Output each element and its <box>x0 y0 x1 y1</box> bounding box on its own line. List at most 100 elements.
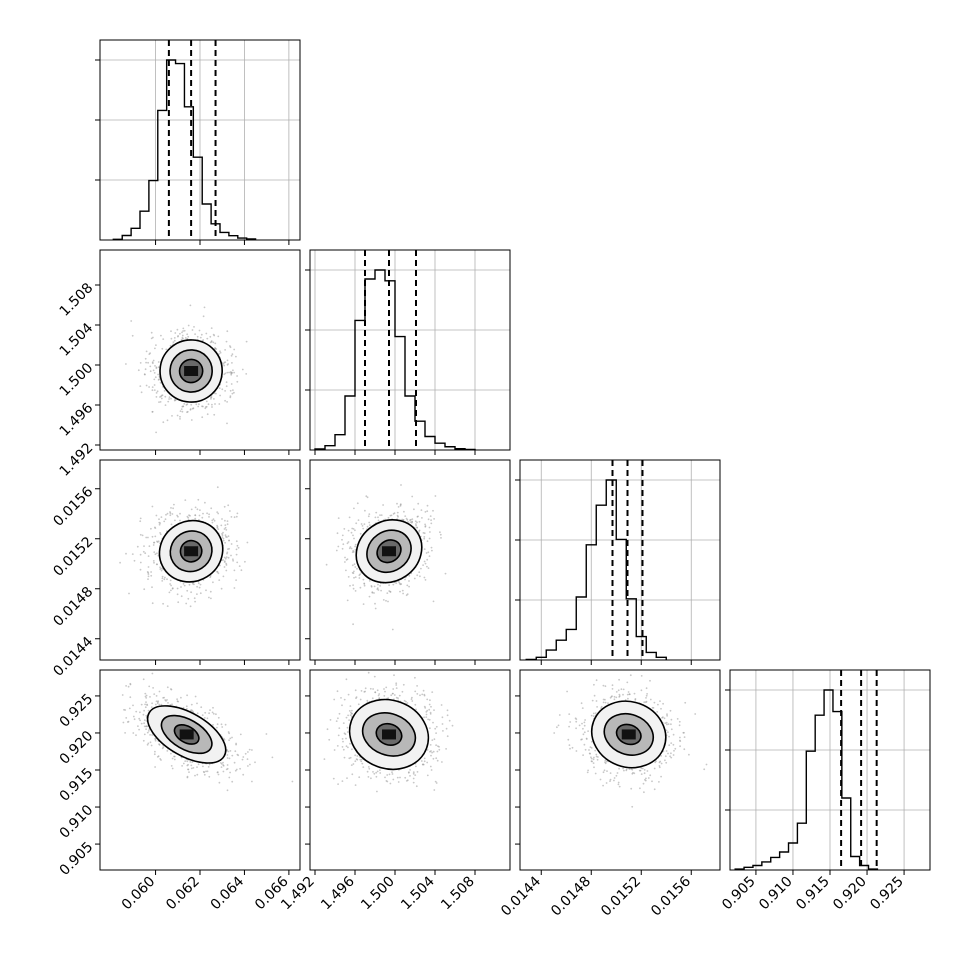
density-panel-3-2 <box>305 459 511 665</box>
sample-point <box>189 304 192 307</box>
sample-point <box>170 337 173 340</box>
sample-point <box>155 344 157 346</box>
sample-point <box>140 703 143 706</box>
sample-point <box>350 531 353 534</box>
sample-point <box>341 704 343 707</box>
sample-point <box>414 703 417 706</box>
sample-point <box>224 390 227 392</box>
sample-point <box>203 306 206 309</box>
sample-point <box>377 519 380 522</box>
sample-point <box>177 335 180 337</box>
sample-point <box>385 780 388 782</box>
sample-point <box>190 403 193 406</box>
sample-point <box>242 773 245 776</box>
sample-point <box>226 359 229 362</box>
sample-point <box>221 536 224 538</box>
sample-point <box>340 697 342 699</box>
sample-point <box>159 533 162 536</box>
sample-point <box>343 732 346 735</box>
sample-point <box>224 557 227 560</box>
density-panel-4-2 <box>305 669 511 875</box>
sample-point <box>125 717 128 719</box>
sample-point <box>430 754 432 757</box>
sample-point <box>429 750 431 753</box>
sample-point <box>171 587 174 590</box>
sample-point <box>426 565 428 568</box>
sample-point <box>213 398 215 400</box>
sample-point <box>651 780 653 783</box>
sample-point <box>358 574 361 577</box>
sample-point <box>235 553 238 556</box>
sample-point <box>155 367 158 370</box>
sample-point <box>571 746 574 749</box>
sample-point <box>418 520 421 523</box>
sample-point <box>212 518 215 521</box>
sample-point <box>416 693 419 695</box>
sample-point <box>158 523 161 526</box>
sample-point <box>370 585 373 588</box>
sample-point <box>202 765 204 768</box>
sample-point <box>341 780 344 782</box>
sample-point <box>169 583 172 585</box>
sample-point <box>424 525 427 528</box>
sample-point <box>182 762 185 765</box>
sample-point <box>190 419 193 421</box>
sample-point <box>165 348 168 351</box>
sample-point <box>133 718 136 721</box>
sample-point <box>225 535 227 538</box>
sample-point <box>336 690 339 693</box>
sample-point <box>341 534 344 537</box>
sample-point <box>683 736 686 738</box>
sample-point <box>337 517 340 519</box>
sample-point <box>343 528 346 530</box>
sample-point <box>227 731 230 733</box>
sample-point <box>358 577 361 579</box>
sample-point <box>179 512 181 515</box>
sample-point <box>377 516 379 519</box>
sample-point <box>431 549 433 552</box>
sample-point <box>423 693 426 696</box>
sample-point <box>142 739 145 742</box>
sample-point <box>209 590 212 593</box>
sample-point <box>216 726 218 729</box>
sample-point <box>375 511 378 514</box>
sample-point <box>445 727 448 730</box>
sample-point <box>426 698 429 701</box>
sample-point <box>137 725 139 727</box>
sample-point <box>373 772 376 775</box>
sample-point <box>151 411 154 413</box>
sample-point <box>217 716 220 719</box>
sample-point <box>429 765 432 768</box>
sample-point <box>226 371 229 374</box>
sample-point <box>155 396 158 398</box>
sample-point <box>208 775 211 778</box>
sample-point <box>368 521 371 524</box>
sample-point <box>218 781 221 784</box>
sample-point <box>160 397 163 400</box>
sample-point <box>430 546 433 549</box>
sample-point <box>416 526 418 529</box>
sample-point <box>265 733 268 735</box>
sample-point <box>374 691 377 694</box>
sample-point <box>367 515 370 518</box>
sample-point <box>356 755 359 757</box>
sample-point <box>203 717 206 719</box>
sample-point <box>152 687 155 689</box>
sample-point <box>136 545 139 548</box>
sample-point <box>341 746 344 748</box>
sample-point <box>207 403 210 406</box>
sample-point <box>155 392 158 394</box>
sample-point <box>667 731 669 734</box>
sample-point <box>161 580 164 582</box>
sample-point <box>583 731 586 734</box>
sample-point <box>154 535 157 538</box>
sample-point <box>158 703 161 706</box>
sample-point <box>229 750 232 752</box>
sample-point <box>151 672 154 675</box>
sample-point <box>659 700 661 702</box>
sample-point <box>582 733 585 736</box>
sample-point <box>173 758 176 761</box>
sample-point <box>393 674 395 677</box>
sample-point <box>194 506 197 509</box>
sample-point <box>670 752 672 755</box>
